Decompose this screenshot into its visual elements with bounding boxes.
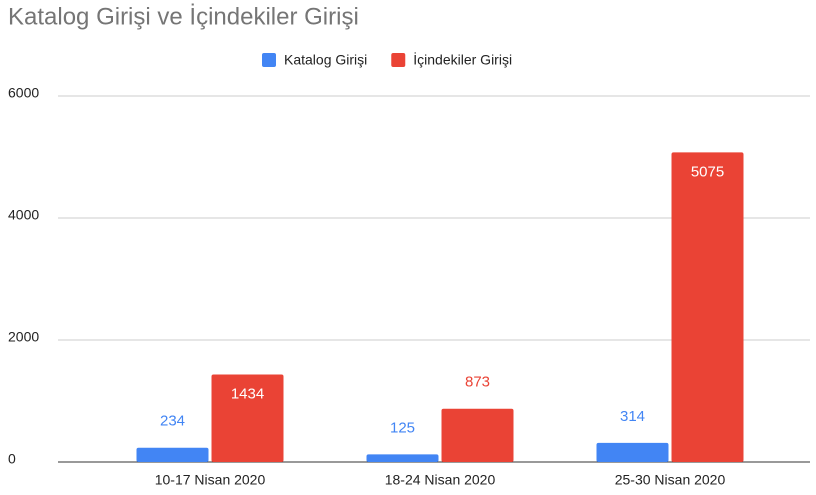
bar xyxy=(366,454,439,462)
legend-swatch xyxy=(262,53,276,67)
bar xyxy=(671,152,744,463)
x-tick-label: 25-30 Nisan 2020 xyxy=(615,472,726,488)
chart-title: Katalog Girişi ve İçindekiler Girişi xyxy=(8,3,359,30)
y-tick-label: 2000 xyxy=(8,329,39,345)
y-tick-label: 4000 xyxy=(8,207,39,223)
data-label: 125 xyxy=(390,419,415,436)
legend-label: İçindekiler Girişi xyxy=(413,51,512,68)
data-label: 1434 xyxy=(231,385,264,402)
data-label: 314 xyxy=(620,408,645,425)
y-tick-label: 6000 xyxy=(8,85,39,101)
bar xyxy=(596,442,669,462)
x-tick-label: 18-24 Nisan 2020 xyxy=(385,472,496,488)
bar xyxy=(136,447,209,462)
legend-label: Katalog Girişi xyxy=(284,52,367,68)
bar xyxy=(441,408,514,462)
data-label: 873 xyxy=(465,374,490,391)
y-tick-label: 0 xyxy=(8,451,16,467)
data-label: 234 xyxy=(160,413,185,430)
data-label: 5075 xyxy=(691,163,724,180)
x-tick-label: 10-17 Nisan 2020 xyxy=(155,472,266,488)
bar xyxy=(211,374,284,462)
legend-swatch xyxy=(391,53,406,67)
